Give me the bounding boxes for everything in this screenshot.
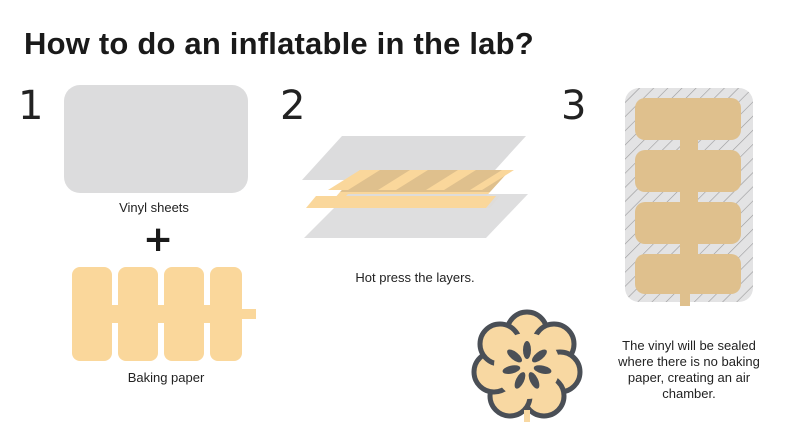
vinyl-sheet-illustration <box>64 85 248 193</box>
flower-air-marks <box>502 341 552 389</box>
top-vinyl-layer <box>302 136 526 180</box>
baking-paper-label: Baking paper <box>127 370 205 385</box>
plus-sign: + <box>143 219 174 260</box>
sealing-explanation-line-3: paper, creating an air <box>627 370 751 385</box>
sealing-explanation-line-4: chamber. <box>662 386 716 401</box>
sealing-explanation-line-1: The vinyl will be sealed <box>622 338 756 353</box>
vinyl-sheets-label: Vinyl sheets <box>119 200 189 215</box>
hot-press-layers-illustration <box>302 136 528 238</box>
hot-press-caption: Hot press the layers. <box>355 270 475 285</box>
step-2-number: 2 <box>280 83 306 129</box>
sealed-inflatable-illustration <box>625 88 753 306</box>
step-3-number: 3 <box>561 83 587 129</box>
air-chamber-shape <box>635 98 741 306</box>
page-title: How to do an inflatable in the lab? <box>24 26 534 61</box>
sealing-explanation: The vinyl will be sealed where there is … <box>600 338 778 402</box>
flower-stem <box>524 410 530 422</box>
step-1-number: 1 <box>18 83 44 129</box>
baking-paper-illustration <box>72 267 256 361</box>
inflated-flower-illustration <box>471 309 583 422</box>
vinyl-sheet <box>64 85 248 193</box>
sealing-explanation-line-2: where there is no baking <box>618 354 760 369</box>
